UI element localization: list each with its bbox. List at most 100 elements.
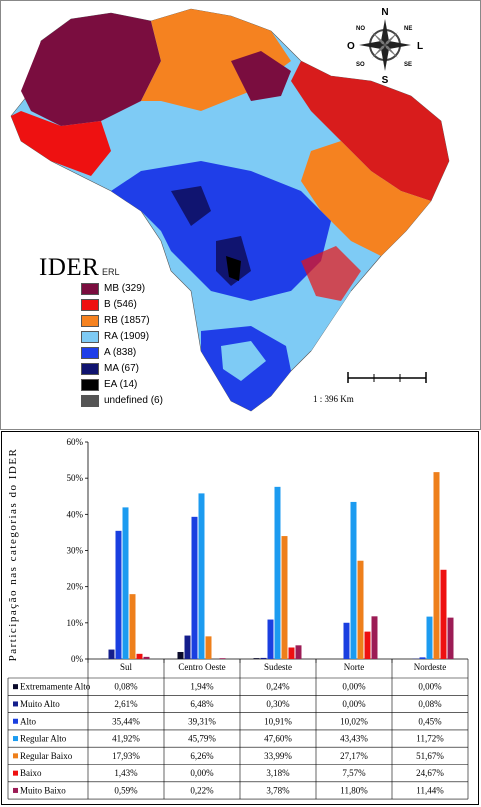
table-cell: 41,92% <box>112 734 140 744</box>
bar <box>364 631 371 659</box>
bar <box>129 594 136 659</box>
bar <box>295 645 302 659</box>
series-key <box>13 684 18 690</box>
table-cell: 0,22% <box>190 785 214 795</box>
series-key <box>13 718 18 724</box>
bar <box>136 653 143 659</box>
table-cell: 7,57% <box>342 768 366 778</box>
compass-l: L <box>417 41 423 52</box>
table-cell: 0,00% <box>342 682 366 692</box>
series-name: Muito Baixo <box>20 785 66 795</box>
table-cell: 0,08% <box>114 682 138 692</box>
legend-label: B (546) <box>104 299 137 310</box>
series-key <box>13 787 18 793</box>
bar <box>371 616 378 659</box>
bar <box>357 560 364 659</box>
table-cell: 0,00% <box>418 682 442 692</box>
table-cell: 0,24% <box>266 682 290 692</box>
y-tick-label: 10% <box>67 618 84 628</box>
table-cell: 39,31% <box>188 716 216 726</box>
table-cell: 47,60% <box>264 734 292 744</box>
legend-label: A (838) <box>104 347 137 358</box>
compass-rose: N NE NO O L SO SE S <box>347 7 423 86</box>
legend-swatch <box>81 347 99 359</box>
table-cell: 3,18% <box>266 768 290 778</box>
legend-heading: ERL <box>102 267 120 277</box>
bar <box>191 516 198 659</box>
bar <box>343 622 350 659</box>
bar <box>198 493 205 659</box>
legend-swatch <box>81 283 99 295</box>
legend-label: MB (329) <box>104 283 146 294</box>
series-name: Muito Alto <box>20 699 60 709</box>
bar <box>260 657 267 659</box>
table-cell: 10,91% <box>264 716 292 726</box>
bar <box>288 647 295 659</box>
compass-no: NO <box>356 26 365 32</box>
table-cell: 2,61% <box>114 699 138 709</box>
category-label: Sul <box>120 662 133 672</box>
series-name: Extremamente Alto <box>20 682 91 692</box>
table-cell: 0,00% <box>342 699 366 709</box>
compass-ne: NE <box>404 26 412 32</box>
table-cell: 3,78% <box>266 785 290 795</box>
bar <box>419 657 426 659</box>
bar <box>281 536 288 659</box>
y-tick-label: 20% <box>67 582 84 592</box>
bar <box>143 656 150 659</box>
legend-label: RB (1857) <box>104 315 150 326</box>
bar <box>440 569 447 659</box>
series-name: Regular Alto <box>20 734 67 744</box>
bar <box>205 636 212 659</box>
category-label: Norte <box>344 662 365 672</box>
compass-s: S <box>382 75 389 86</box>
legend-swatch <box>81 379 99 391</box>
series-name: Alto <box>20 716 37 726</box>
y-axis-label: Participação nas categorias do IDER <box>7 448 19 662</box>
category-label: Centro Oeste <box>178 662 225 672</box>
series-key <box>13 753 18 759</box>
table-cell: 11,44% <box>416 785 444 795</box>
compass-so: SO <box>356 62 365 68</box>
bar <box>115 530 122 659</box>
table-cell: 11,80% <box>340 785 368 795</box>
bar <box>447 617 454 659</box>
bar <box>274 486 281 659</box>
series-key <box>13 736 18 742</box>
legend-label: EA (14) <box>104 379 138 390</box>
legend-swatch <box>81 395 99 407</box>
table-cell: 11,72% <box>416 734 444 744</box>
compass-n: N <box>381 7 388 18</box>
table-cell: 1,94% <box>190 682 214 692</box>
table-cell: 6,26% <box>190 751 214 761</box>
bar <box>108 649 115 659</box>
table-cell: 35,44% <box>112 716 140 726</box>
legend-swatch <box>81 363 99 375</box>
y-tick-label: 60% <box>67 437 84 447</box>
series-name: Baixo <box>20 768 42 778</box>
y-tick-label: 50% <box>67 473 84 483</box>
table-cell: 51,67% <box>416 751 444 761</box>
table-cell: 27,17% <box>340 751 368 761</box>
scale-bar <box>347 372 427 383</box>
legend-label: RA (1909) <box>104 331 150 342</box>
table-cell: 33,99% <box>264 751 292 761</box>
table-cell: 0,00% <box>190 768 214 778</box>
legend-swatch <box>81 299 99 311</box>
bar <box>122 507 129 659</box>
map-title: IDER <box>39 254 100 281</box>
legend-label: MA (67) <box>104 363 140 374</box>
table-cell: 6,48% <box>190 699 214 709</box>
y-tick-label: 30% <box>67 546 84 556</box>
category-label: Sudeste <box>264 662 292 672</box>
y-tick-label: 0% <box>71 654 84 664</box>
table-cell: 10,02% <box>340 716 368 726</box>
table-cell: 45,79% <box>188 734 216 744</box>
chart-panel: 0% 10% 20% 30% 40% 50% 60% Participação nas cat… <box>1 431 479 805</box>
series-name: Regular Baixo <box>20 751 73 761</box>
compass-se: SE <box>404 62 412 68</box>
table-cell: 1,43% <box>114 768 138 778</box>
bar <box>426 616 433 659</box>
map-regions <box>10 8 450 412</box>
bar <box>219 658 226 659</box>
